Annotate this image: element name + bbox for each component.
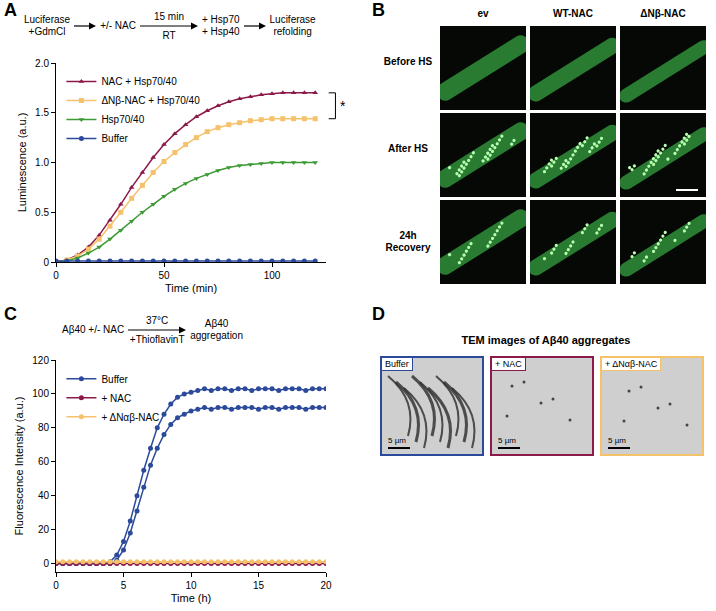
svg-text:0.5: 0.5 xyxy=(35,207,49,218)
svg-text:Buffer: Buffer xyxy=(101,133,128,144)
html-text:+ Hsp70: + Hsp70 xyxy=(202,14,240,25)
svg-text:NAC + Hsp70/40: NAC + Hsp70/40 xyxy=(101,76,177,87)
svg-text:0: 0 xyxy=(43,558,49,569)
html-text:+ ΔNαβ-NAC: + ΔNαβ-NAC xyxy=(605,359,658,369)
svg-text:Luminescence (a.u.): Luminescence (a.u.) xyxy=(16,113,28,213)
svg-text:80: 80 xyxy=(38,422,50,433)
html-text:+GdmCl: +GdmCl xyxy=(28,26,66,37)
svg-text:50: 50 xyxy=(158,270,170,281)
html-text:37°C: 37°C xyxy=(146,315,169,326)
svg-text:Hsp70/40: Hsp70/40 xyxy=(101,114,144,125)
svg-text:20: 20 xyxy=(38,524,50,535)
html-text:refolding: refolding xyxy=(273,26,312,37)
html-text:Aβ40 +/- NAC: Aβ40 +/- NAC xyxy=(62,324,125,335)
svg-text:40: 40 xyxy=(38,490,50,501)
html-text:Aβ40: Aβ40 xyxy=(204,318,229,329)
html-text:+ThioflavinT: +ThioflavinT xyxy=(129,334,185,345)
html-text:Buffer: Buffer xyxy=(385,359,409,369)
svg-text:100: 100 xyxy=(32,388,49,399)
html-text:5 µm: 5 µm xyxy=(388,436,406,445)
html-text:After HS: After HS xyxy=(388,143,428,154)
svg-text:10: 10 xyxy=(185,580,197,591)
html-text:TEM images of Aβ40 aggregates: TEM images of Aβ40 aggregates xyxy=(461,334,631,346)
html-text:+ NAC: + NAC xyxy=(495,359,522,369)
svg-text:0: 0 xyxy=(43,257,49,268)
html-text:ev: ev xyxy=(477,8,489,19)
svg-text:+ ΔNαβ-NAC: + ΔNαβ-NAC xyxy=(101,412,159,423)
svg-text:120: 120 xyxy=(32,355,49,366)
html-text:aggregation: aggregation xyxy=(190,330,243,341)
html-text:5 µm: 5 µm xyxy=(608,436,626,445)
html-text:Before HS: Before HS xyxy=(383,56,433,67)
svg-text:+ NAC: + NAC xyxy=(101,393,131,404)
svg-text:5: 5 xyxy=(121,580,127,591)
html-text:Luciferase: Luciferase xyxy=(24,14,71,25)
svg-text:Time (h): Time (h) xyxy=(171,592,212,604)
html-text:C: C xyxy=(4,304,17,324)
svg-text:*: * xyxy=(340,98,346,114)
html-text:15 min: 15 min xyxy=(154,11,184,22)
svg-text:15: 15 xyxy=(253,580,265,591)
html-text:Luciferase: Luciferase xyxy=(269,14,316,25)
html-text:B: B xyxy=(372,0,385,20)
html-text:D: D xyxy=(372,304,385,324)
svg-text:2.0: 2.0 xyxy=(35,58,49,69)
svg-text:1.5: 1.5 xyxy=(35,107,49,118)
html-text:5 µm: 5 µm xyxy=(498,436,516,445)
svg-text:Buffer: Buffer xyxy=(101,374,128,385)
html-text:+ Hsp40: + Hsp40 xyxy=(202,26,240,37)
svg-text:1.0: 1.0 xyxy=(35,157,49,168)
html-text:24h Recovery: 24h Recovery xyxy=(385,230,431,253)
svg-text:0: 0 xyxy=(53,270,59,281)
svg-text:100: 100 xyxy=(264,270,281,281)
html-text:WT-NAC: WT-NAC xyxy=(553,8,593,19)
html-text:A: A xyxy=(4,0,17,20)
svg-text:60: 60 xyxy=(38,456,50,467)
html-text:RT: RT xyxy=(162,30,176,41)
svg-text:ΔNβ-NAC + Hsp70/40: ΔNβ-NAC + Hsp70/40 xyxy=(101,95,200,106)
html-text:ΔNβ-NAC: ΔNβ-NAC xyxy=(640,8,686,19)
svg-text:Fluorescence Intensity (a.u.): Fluorescence Intensity (a.u.) xyxy=(13,397,25,536)
svg-text:20: 20 xyxy=(320,580,332,591)
svg-text:Time (min): Time (min) xyxy=(165,282,217,294)
svg-text:0: 0 xyxy=(53,580,59,591)
html-text:+/- NAC: +/- NAC xyxy=(100,20,136,31)
